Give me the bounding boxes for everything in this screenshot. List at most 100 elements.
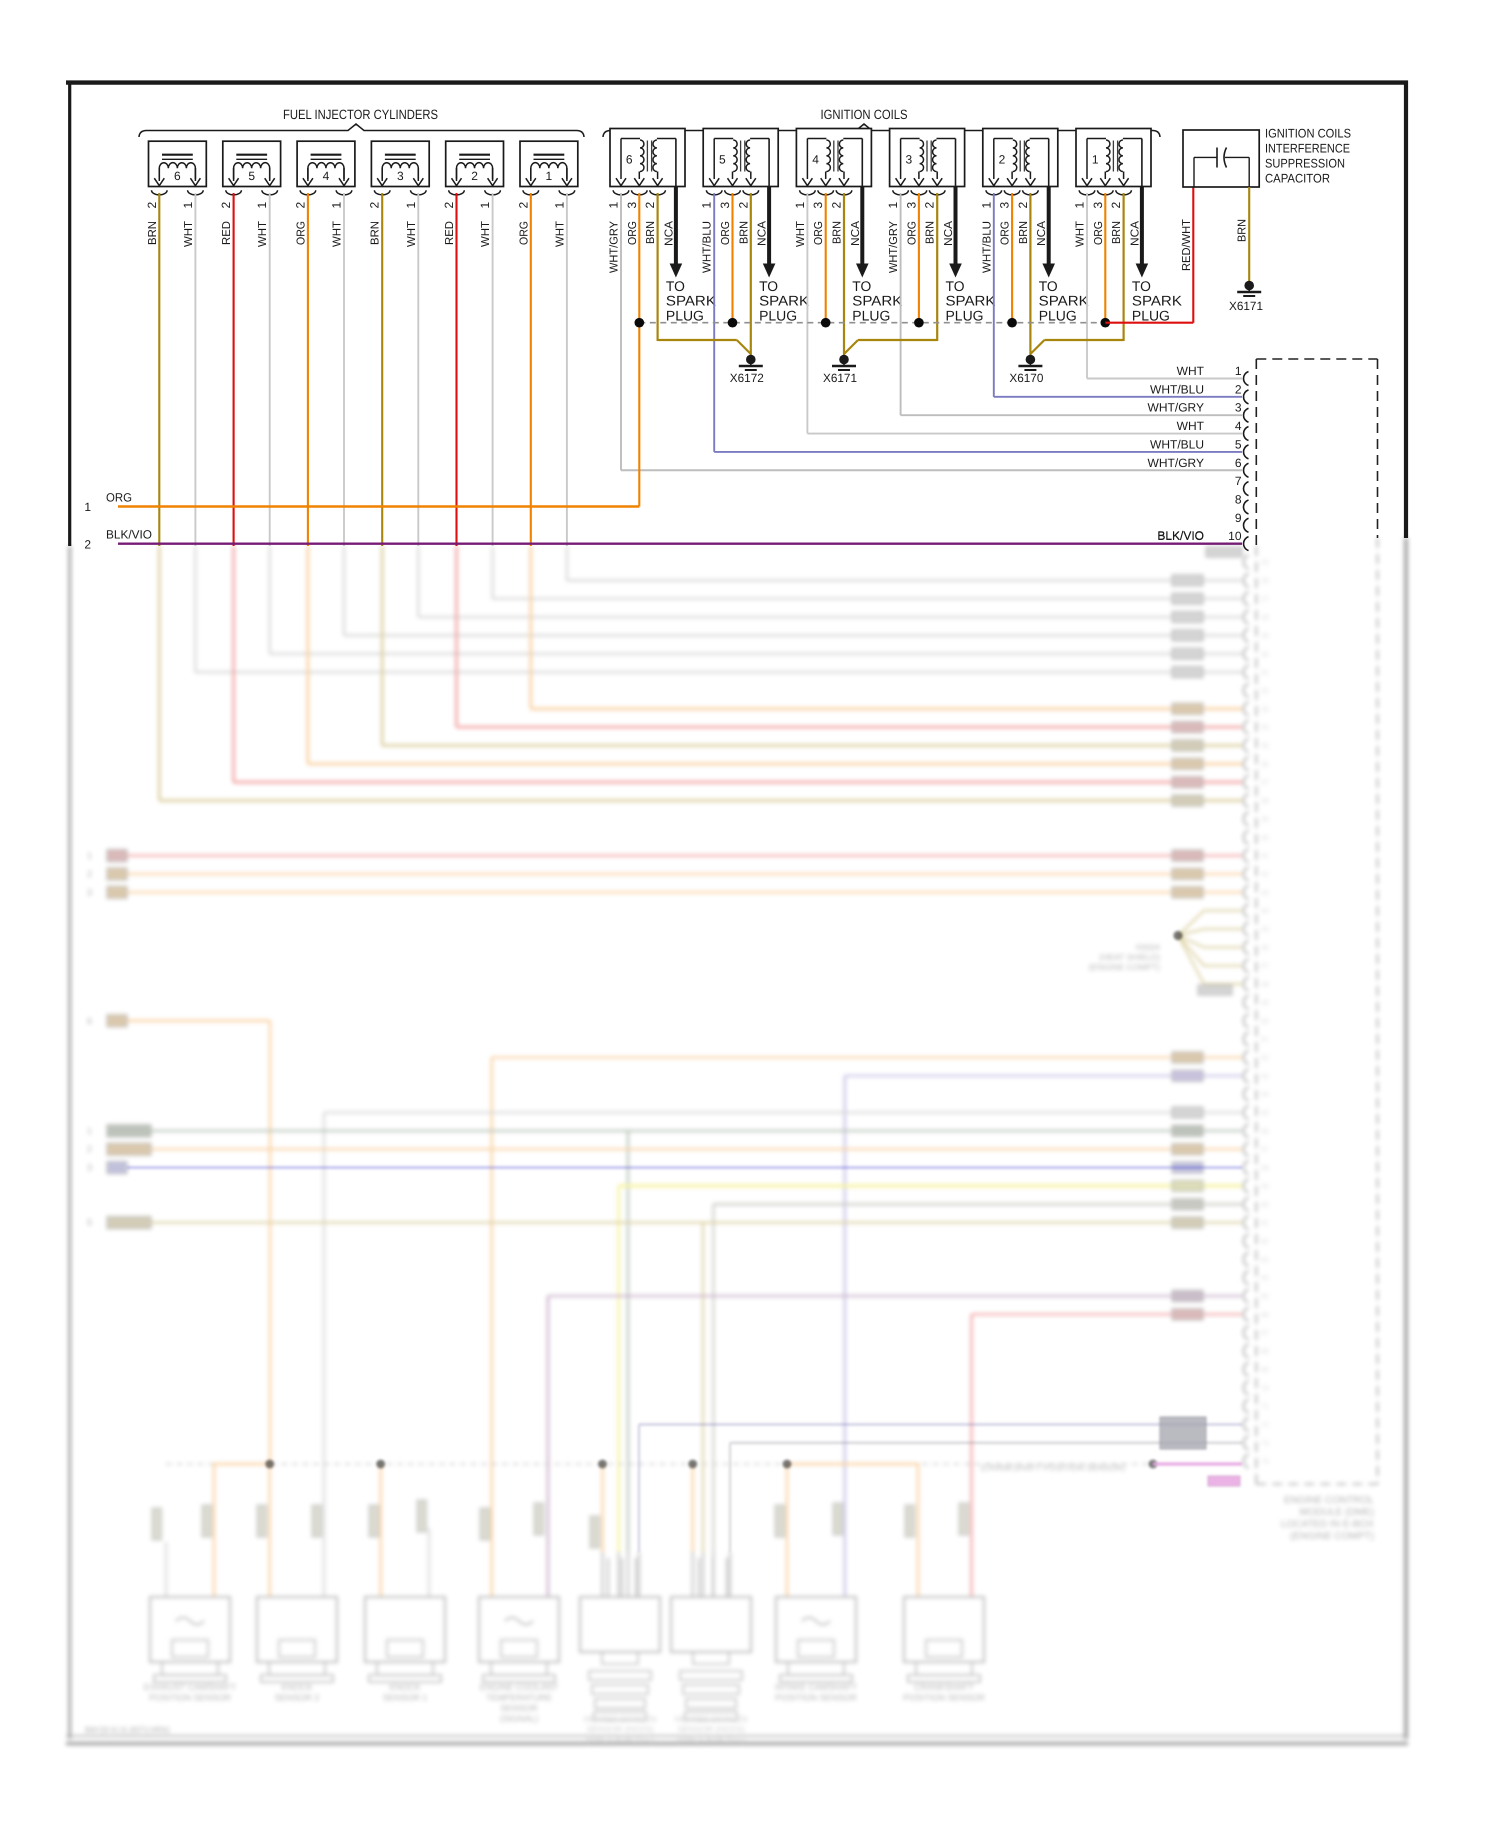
svg-text:SPARK: SPARK xyxy=(666,293,717,309)
svg-text:36: 36 xyxy=(1261,761,1269,768)
svg-text:69: 69 xyxy=(1261,1367,1269,1374)
svg-text:TO: TO xyxy=(946,278,965,294)
svg-text:2: 2 xyxy=(219,202,233,209)
svg-text:SPARK: SPARK xyxy=(852,293,903,309)
svg-text:43: 43 xyxy=(1261,890,1269,897)
svg-text:66: 66 xyxy=(1261,1312,1269,1319)
svg-text:WHT: WHT xyxy=(406,221,418,247)
svg-text:2: 2 xyxy=(293,202,307,209)
svg-text:62: 62 xyxy=(1261,1238,1269,1245)
svg-text:NCA: NCA xyxy=(1129,221,1141,246)
svg-text:(SIGNAL): (SIGNAL) xyxy=(500,1714,538,1724)
svg-text:PLUG: PLUG xyxy=(666,307,704,323)
svg-text:44: 44 xyxy=(1261,908,1269,915)
svg-text:46: 46 xyxy=(1261,945,1269,952)
svg-text:37: 37 xyxy=(1261,780,1269,787)
svg-text:53: 53 xyxy=(1261,1073,1269,1080)
svg-text:50: 50 xyxy=(1261,1018,1269,1025)
svg-text:1: 1 xyxy=(886,202,900,209)
svg-text:CRANKSHAFT: CRANKSHAFT xyxy=(914,1682,974,1692)
svg-text:PLUG: PLUG xyxy=(946,307,984,323)
svg-text:3: 3 xyxy=(811,202,825,209)
svg-text:BRN: BRN xyxy=(147,221,159,245)
svg-text:(HEAT SHIELD): (HEAT SHIELD) xyxy=(1099,952,1160,962)
svg-text:55: 55 xyxy=(1261,1110,1269,1117)
svg-text:BRN: BRN xyxy=(1111,221,1123,244)
svg-text:33: 33 xyxy=(1261,706,1269,713)
svg-text:6: 6 xyxy=(174,169,181,183)
svg-text:2: 2 xyxy=(643,202,657,209)
svg-text:28: 28 xyxy=(1261,615,1269,622)
svg-text:SPARK: SPARK xyxy=(1132,293,1183,309)
svg-text:3: 3 xyxy=(397,169,404,183)
svg-text:2: 2 xyxy=(830,202,844,209)
svg-text:27: 27 xyxy=(1261,596,1269,603)
svg-text:41: 41 xyxy=(1261,853,1269,860)
svg-text:WHT: WHT xyxy=(183,221,195,247)
svg-text:NCA: NCA xyxy=(943,221,955,246)
svg-text:TEMPERATURE: TEMPERATURE xyxy=(486,1693,552,1703)
svg-text:1: 1 xyxy=(330,202,344,209)
svg-text:64: 64 xyxy=(1261,1275,1269,1282)
svg-text:ORG: ORG xyxy=(1093,221,1105,245)
svg-text:6: 6 xyxy=(626,153,633,167)
svg-text:7: 7 xyxy=(1235,474,1242,488)
svg-text:NCA: NCA xyxy=(663,221,675,246)
svg-text:2: 2 xyxy=(87,869,92,879)
svg-text:1: 1 xyxy=(1235,364,1242,378)
svg-text:SPARK: SPARK xyxy=(1039,293,1090,309)
svg-text:MODULE (DME): MODULE (DME) xyxy=(1300,1507,1374,1518)
svg-text:25: 25 xyxy=(1261,560,1269,567)
svg-text:1: 1 xyxy=(552,202,566,209)
svg-text:IGNITION COILS: IGNITION COILS xyxy=(821,107,908,122)
svg-text:X6004: X6004 xyxy=(1135,942,1160,952)
svg-text:BRN: BRN xyxy=(1018,221,1030,244)
svg-text:INTAKE CAMSHAFT: INTAKE CAMSHAFT xyxy=(775,1682,858,1692)
svg-text:34: 34 xyxy=(1261,725,1269,732)
svg-text:1: 1 xyxy=(87,1126,92,1136)
svg-text:3: 3 xyxy=(1091,202,1105,209)
svg-text:63: 63 xyxy=(1261,1257,1269,1264)
svg-text:TO: TO xyxy=(852,278,871,294)
svg-text:57: 57 xyxy=(1261,1147,1269,1154)
svg-text:WHT: WHT xyxy=(257,221,269,247)
svg-text:PLUG: PLUG xyxy=(759,307,797,323)
svg-text:2: 2 xyxy=(471,169,478,183)
svg-text:60: 60 xyxy=(1261,1202,1269,1209)
svg-text:67: 67 xyxy=(1261,1330,1269,1337)
svg-text:POSITION SENSOR: POSITION SENSOR xyxy=(775,1693,857,1703)
svg-text:70: 70 xyxy=(1261,1385,1269,1392)
svg-text:NCA: NCA xyxy=(1036,221,1048,246)
svg-text:ORG: ORG xyxy=(1000,221,1012,245)
svg-text:54: 54 xyxy=(1261,1092,1269,1099)
svg-text:71: 71 xyxy=(1261,1404,1269,1411)
svg-text:10: 10 xyxy=(1228,529,1242,543)
svg-text:PLUG: PLUG xyxy=(1039,307,1077,323)
svg-text:ORG: ORG xyxy=(627,221,639,245)
svg-text:WHT/BLU: WHT/BLU xyxy=(981,221,993,273)
svg-text:4: 4 xyxy=(1235,419,1242,433)
svg-text:CAPACITOR: CAPACITOR xyxy=(1265,172,1330,186)
svg-text:WHT: WHT xyxy=(1177,364,1205,378)
svg-text:INTERFERENCE: INTERFERENCE xyxy=(1265,142,1350,156)
svg-text:SENSOR (HO2S): SENSOR (HO2S) xyxy=(586,1724,653,1734)
svg-text:5: 5 xyxy=(1235,437,1242,451)
svg-text:58: 58 xyxy=(1261,1165,1269,1172)
svg-text:BRN: BRN xyxy=(832,221,844,244)
svg-text:X6171: X6171 xyxy=(823,371,857,385)
svg-text:2: 2 xyxy=(84,538,91,552)
svg-text:BRN: BRN xyxy=(1237,219,1249,242)
svg-text:1: 1 xyxy=(700,202,714,209)
svg-text:2: 2 xyxy=(1235,382,1242,396)
svg-text:1: 1 xyxy=(404,202,418,209)
svg-text:HEATED OXYGEN: HEATED OXYGEN xyxy=(675,1714,748,1724)
svg-text:NCA: NCA xyxy=(757,221,769,246)
svg-text:SENSOR 1: SENSOR 1 xyxy=(383,1693,428,1703)
svg-text:X6172: X6172 xyxy=(730,371,764,385)
svg-text:(ENGINE COMPT): (ENGINE COMPT) xyxy=(1290,1531,1374,1542)
svg-text:4: 4 xyxy=(323,169,330,183)
svg-text:ORG: ORG xyxy=(106,491,132,505)
svg-text:X6171: X6171 xyxy=(1229,299,1263,313)
svg-text:EXHAUST CAMSHAFT: EXHAUST CAMSHAFT xyxy=(144,1682,237,1692)
svg-text:BRN: BRN xyxy=(738,221,750,244)
